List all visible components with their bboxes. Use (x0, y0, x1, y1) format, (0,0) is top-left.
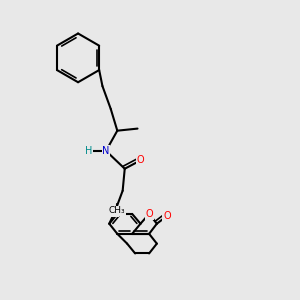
Text: CH₃: CH₃ (109, 206, 126, 215)
Text: O: O (145, 209, 153, 219)
Text: N: N (102, 146, 110, 156)
Text: O: O (163, 211, 171, 221)
Text: O: O (137, 155, 144, 165)
Text: H: H (85, 146, 93, 156)
Text: O: O (111, 206, 119, 217)
